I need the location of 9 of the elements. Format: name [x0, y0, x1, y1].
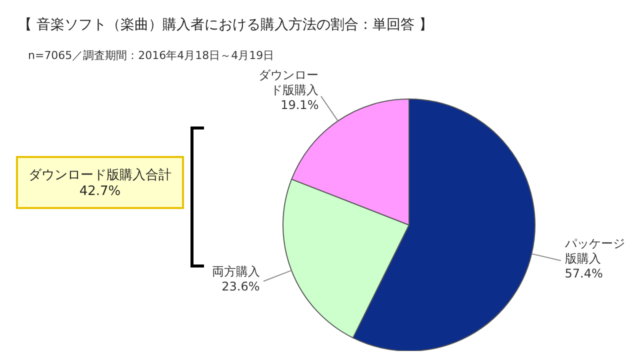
text: ダウンロード版購入合計42.7%	[16, 156, 184, 209]
slice-label: ダウンロード版購入	[258, 68, 319, 97]
chart-title: 【 音楽ソフト（楽曲）購入者における購入方法の割合：単回答 】	[18, 16, 433, 34]
data-label: 23.6%	[222, 280, 260, 294]
slice-label: パッケージ版購入	[564, 236, 625, 266]
chart-subtitle: n=7065／調査期間：2016年4月18日～4月19日	[28, 48, 274, 63]
slice-label: 両方購入	[212, 264, 260, 279]
data-label: 57.4%	[564, 266, 603, 281]
data-label: 19.1%	[280, 98, 319, 112]
